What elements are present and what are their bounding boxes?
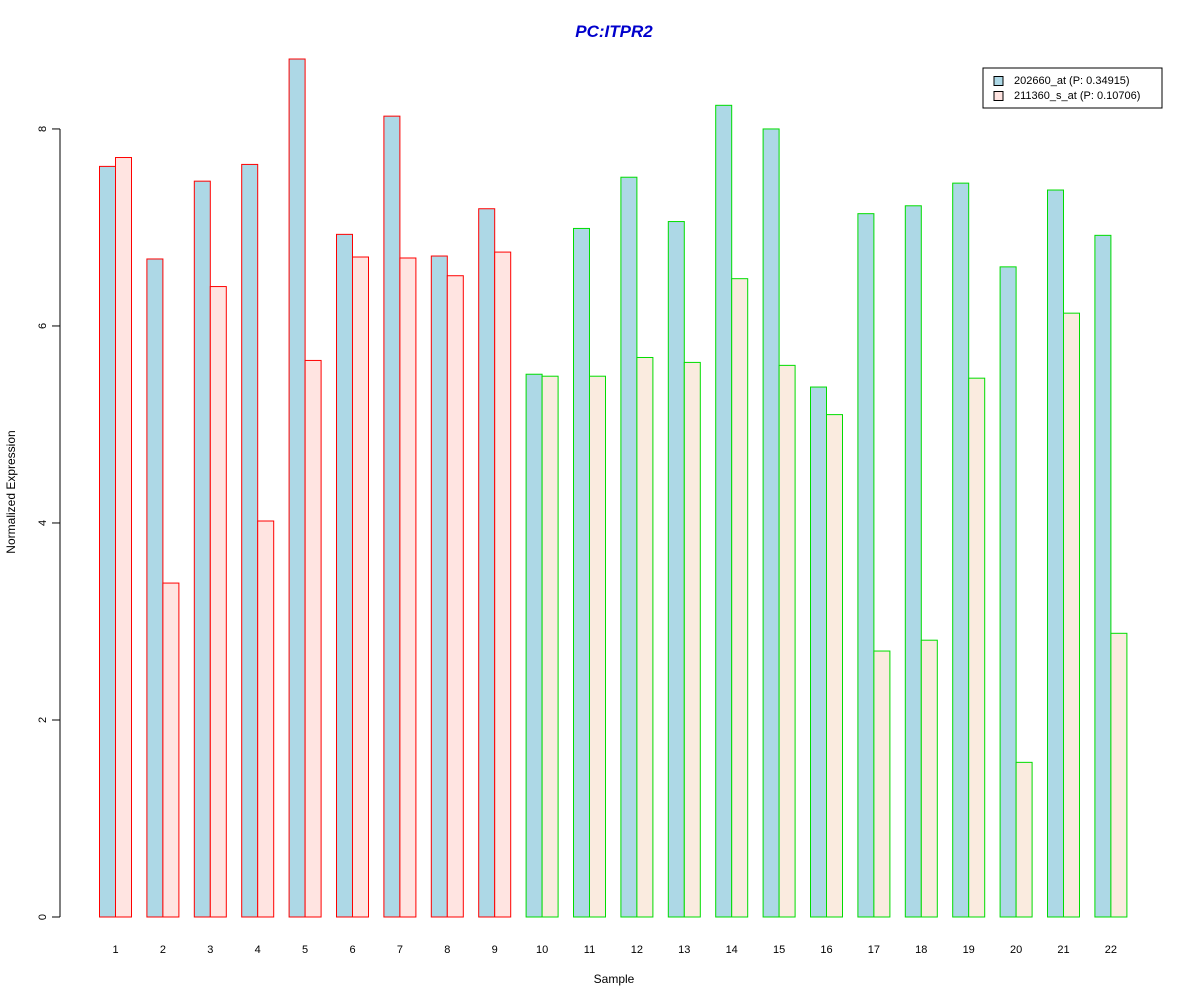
x-tick-label: 16 (820, 944, 832, 956)
x-tick-label: 12 (631, 944, 643, 956)
bar-202660-at-sample-2 (146, 258, 164, 918)
bar-211360-s-at-sample-3 (209, 286, 227, 918)
bar-211360-s-at-sample-9 (494, 251, 512, 918)
bar-202660-at-sample-14 (715, 104, 733, 918)
bar-202660-at-sample-13 (667, 221, 685, 918)
bar-202660-at-sample-21 (1047, 189, 1064, 918)
legend-label: 202660_at (P: 0.34915) (1014, 75, 1130, 87)
x-tick-label: 7 (397, 944, 403, 956)
bar-202660-at-sample-4 (241, 163, 259, 918)
legend-box (982, 67, 1163, 109)
y-axis: 0 2 4 6 8 (37, 126, 61, 920)
bar-211360-s-at-sample-19 (968, 377, 986, 918)
bar-211360-s-at-sample-11 (589, 375, 606, 918)
bar-211360-s-at-sample-22 (1110, 632, 1128, 918)
bars-group (99, 58, 1128, 918)
x-tick-label: 13 (678, 944, 690, 956)
legend: 202660_at (P: 0.34915) 211360_s_at (P: 0.… (982, 67, 1163, 109)
bar-202660-at-sample-19 (952, 182, 970, 918)
y-tick-label: 8 (37, 126, 49, 132)
x-tick-label: 11 (584, 944, 595, 956)
bar-202660-at-sample-11 (573, 227, 590, 918)
bar-202660-at-sample-17 (857, 213, 875, 918)
x-tick-label: 5 (302, 944, 308, 956)
legend-swatch (993, 91, 1004, 101)
x-tick-label: 15 (773, 944, 785, 956)
bar-211360-s-at-sample-4 (257, 520, 275, 918)
x-tick-label: 17 (868, 944, 880, 956)
bar-202660-at-sample-1 (99, 165, 116, 918)
x-axis-label: Sample (594, 972, 635, 986)
bar-202660-at-sample-20 (999, 266, 1017, 918)
x-tick-label: 21 (1057, 944, 1069, 956)
bar-202660-at-sample-22 (1094, 234, 1112, 918)
y-tick-label: 4 (37, 520, 49, 526)
y-tick-label: 0 (37, 914, 49, 920)
legend-swatch (993, 76, 1004, 86)
y-tick-label: 6 (37, 323, 49, 329)
x-tick-label: 19 (963, 944, 975, 956)
bar-202660-at-sample-18 (904, 205, 922, 918)
x-tick-labels: 1 2 3 4 5 6 7 8 9 10 11 12 13 14 15 16 17 18 19 20 21 22 (112, 944, 1117, 956)
bar-202660-at-sample-7 (383, 115, 401, 918)
bar-211360-s-at-sample-7 (399, 257, 417, 918)
x-tick-label: 18 (915, 944, 927, 956)
x-tick-label: 1 (112, 944, 118, 956)
x-tick-label: 22 (1105, 944, 1117, 956)
y-axis-label: Normalized Expression (4, 430, 18, 553)
bar-211360-s-at-sample-2 (162, 582, 180, 918)
x-tick-label: 20 (1010, 944, 1022, 956)
bar-211360-s-at-sample-17 (873, 650, 891, 918)
bar-211360-s-at-sample-14 (731, 278, 749, 918)
bar-211360-s-at-sample-18 (920, 639, 938, 918)
x-tick-label: 10 (536, 944, 548, 956)
x-tick-label: 3 (207, 944, 213, 956)
chart-title: PC:ITPR2 (575, 22, 653, 41)
bar-202660-at-sample-16 (810, 386, 827, 918)
x-tick-label: 4 (255, 944, 261, 956)
bar-211360-s-at-sample-5 (304, 359, 322, 918)
bar-202660-at-sample-3 (193, 180, 211, 918)
legend-label: 211360_s_at (P: 0.10706) (1014, 90, 1140, 102)
bar-211360-s-at-sample-10 (541, 375, 559, 918)
bar-211360-s-at-sample-1 (115, 157, 132, 918)
bar-202660-at-sample-12 (620, 176, 638, 918)
bar-211360-s-at-sample-13 (683, 361, 701, 918)
bar-211360-s-at-sample-15 (778, 364, 796, 918)
bar-202660-at-sample-6 (336, 233, 353, 918)
bar-211360-s-at-sample-16 (826, 414, 843, 918)
bar-202660-at-sample-5 (288, 58, 306, 918)
x-tick-label: 6 (349, 944, 355, 956)
bar-202660-at-sample-8 (430, 255, 448, 918)
x-tick-label: 8 (444, 944, 450, 956)
x-tick-label: 2 (160, 944, 166, 956)
bar-211360-s-at-sample-20 (1015, 761, 1033, 918)
x-tick-label: 14 (726, 944, 738, 956)
x-tick-label: 9 (492, 944, 498, 956)
bar-211360-s-at-sample-21 (1063, 312, 1080, 918)
bar-202660-at-sample-9 (478, 208, 496, 918)
bar-211360-s-at-sample-6 (352, 256, 369, 918)
bar-202660-at-sample-15 (762, 128, 780, 918)
bar-211360-s-at-sample-12 (636, 356, 654, 918)
bar-202660-at-sample-10 (525, 373, 543, 918)
y-tick-label: 2 (37, 717, 49, 723)
bar-211360-s-at-sample-8 (446, 275, 464, 918)
